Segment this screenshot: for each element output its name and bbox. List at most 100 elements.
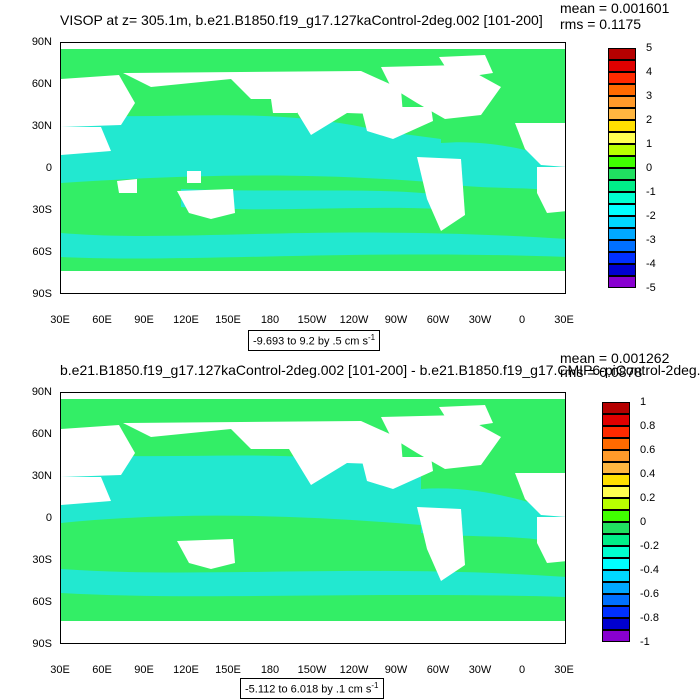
top-cbar-box-6 xyxy=(608,120,636,132)
bottom-cbar-label-9: -0.8 xyxy=(640,612,659,624)
top-xlabel-10: 30W xyxy=(468,314,492,326)
top-cbar-box-8 xyxy=(608,144,636,156)
top-panel-title: VISOP at z= 305.1m, b.e21.B1850.f19_g17.… xyxy=(60,12,543,28)
bottom-cbar-box-13 xyxy=(602,558,630,570)
bottom-neg-band-south xyxy=(61,569,565,597)
top-cbar-box-19 xyxy=(608,276,636,288)
bottom-ylabel-2: 30N xyxy=(31,470,52,482)
top-cbar-box-14 xyxy=(608,216,636,228)
bottom-cbar-box-12 xyxy=(602,546,630,558)
top-xlabel-2: 90E xyxy=(134,314,154,326)
top-cbar-label-0: 5 xyxy=(646,42,653,54)
top-range-label: -9.693 to 9.2 by .5 cm s-1 xyxy=(248,330,381,351)
bottom-cbar-box-2 xyxy=(602,426,630,438)
bottom-land-north-america xyxy=(381,415,501,469)
top-xlabel-0: 30E xyxy=(50,314,70,326)
top-land-arctic xyxy=(61,43,565,49)
top-cbar-box-13 xyxy=(608,204,636,216)
bottom-land-greenland xyxy=(439,405,493,429)
top-range-exp: -1 xyxy=(367,333,376,342)
top-ylabel-1: 60N xyxy=(31,78,52,90)
bottom-land-africa-north xyxy=(515,473,565,517)
top-map xyxy=(60,42,566,294)
bottom-cbar-label-0: 1 xyxy=(640,396,647,408)
bottom-xlabel-11: 0 xyxy=(518,664,526,676)
top-cbar-label-4: 1 xyxy=(646,138,653,150)
bottom-cbar-label-5: 0 xyxy=(640,516,647,528)
bottom-cbar-box-15 xyxy=(602,582,630,594)
top-panel: VISOP at z= 305.1m, b.e21.B1850.f19_g17.… xyxy=(31,0,670,351)
top-xlabel-4: 150E xyxy=(215,314,241,326)
top-neg-band-tropical xyxy=(61,113,441,183)
top-land-eurasia xyxy=(123,71,403,135)
top-cbar-label-5: 0 xyxy=(646,162,653,174)
bottom-ylabel-4: 30S xyxy=(32,554,52,566)
top-land-greenland xyxy=(439,55,493,79)
bottom-xlabel-2: 90E xyxy=(134,664,154,676)
top-xlabel-12: 30E xyxy=(554,314,574,326)
top-cbar-label-3: 2 xyxy=(646,114,653,126)
top-land-borneo xyxy=(187,171,201,183)
top-cbar-box-1 xyxy=(608,60,636,72)
top-cbar-label-2: 3 xyxy=(646,90,653,102)
top-map-field xyxy=(61,43,565,293)
bottom-xlabel-1: 60E xyxy=(92,664,112,676)
bottom-land-india xyxy=(61,477,111,505)
bottom-cbar-box-16 xyxy=(602,594,630,606)
top-cbar-box-12 xyxy=(608,192,636,204)
bottom-xlabel-3: 120E xyxy=(173,664,199,676)
top-cbar-box-10 xyxy=(608,168,636,180)
top-land-japan xyxy=(271,99,301,113)
bottom-cbar-box-0 xyxy=(602,402,630,414)
top-cbar-box-16 xyxy=(608,240,636,252)
top-land-australia xyxy=(177,189,235,219)
bottom-cbar-box-7 xyxy=(602,486,630,498)
top-neg-band-south xyxy=(61,232,565,259)
bottom-cbar-label-3: 0.4 xyxy=(640,468,656,480)
bottom-cbar-box-4 xyxy=(602,450,630,462)
bottom-cbar-box-5 xyxy=(602,462,630,474)
top-xlabel-5: 180 xyxy=(260,314,280,326)
bottom-ylabel-0: 90N xyxy=(31,386,52,398)
top-land-africa-south xyxy=(537,167,565,213)
top-xlabel-1: 60E xyxy=(92,314,112,326)
bottom-xlabel-7: 120W xyxy=(339,664,369,676)
bottom-cbar-box-11 xyxy=(602,534,630,546)
top-land-africa-north xyxy=(515,123,565,167)
top-xlabel-11: 0 xyxy=(518,314,526,326)
bottom-cbar-box-10 xyxy=(602,522,630,534)
bottom-range-text: -5.112 to 6.018 by .1 cm s xyxy=(245,683,372,696)
bottom-land-australia xyxy=(177,539,235,569)
bottom-cbar-box-8 xyxy=(602,498,630,510)
top-cbar-label-8: -3 xyxy=(646,234,656,246)
bottom-land-south-america xyxy=(417,507,465,581)
bottom-cbar-box-6 xyxy=(602,474,630,486)
bottom-land-antarctica xyxy=(61,621,565,643)
bottom-xlabel-8: 90W xyxy=(384,664,408,676)
bottom-ylabel-5: 60S xyxy=(32,596,52,608)
bottom-range-label: -5.112 to 6.018 by .1 cm s-1 xyxy=(240,678,384,699)
bottom-cbar-label-8: -0.6 xyxy=(640,588,659,600)
bottom-cbar-label-1: 0.8 xyxy=(640,420,656,432)
top-cbar-box-9 xyxy=(608,156,636,168)
bottom-colorbar: 1 0.8 0.6 0.4 0.2 0 -0.2 -0.4 -0.6 -0.8 … xyxy=(602,396,688,648)
top-cbar-box-7 xyxy=(608,132,636,144)
top-cbar-label-6: -1 xyxy=(646,186,656,198)
bottom-ylabel-3: 0 xyxy=(45,512,52,524)
bottom-cbar-label-4: 0.2 xyxy=(640,492,656,504)
top-xlabel-6: 150W xyxy=(297,314,327,326)
top-cbar-label-10: -5 xyxy=(646,282,656,294)
top-land-india xyxy=(61,127,111,155)
top-ylabel-2: 30N xyxy=(31,120,52,132)
top-cbar-box-15 xyxy=(608,228,636,240)
top-cbar-box-5 xyxy=(608,108,636,120)
top-cbar-box-11 xyxy=(608,180,636,192)
top-cbar-box-4 xyxy=(608,96,636,108)
bottom-map-field xyxy=(61,393,565,643)
bottom-cbar-label-7: -0.4 xyxy=(640,564,659,576)
bottom-panel-rms: rms = 0.0878 xyxy=(560,364,643,380)
bottom-cbar-box-1 xyxy=(602,414,630,426)
bottom-land-asia-west xyxy=(61,425,135,477)
top-panel-mean: mean = 0.001601 xyxy=(560,0,670,16)
top-land-asia-west xyxy=(61,75,135,127)
